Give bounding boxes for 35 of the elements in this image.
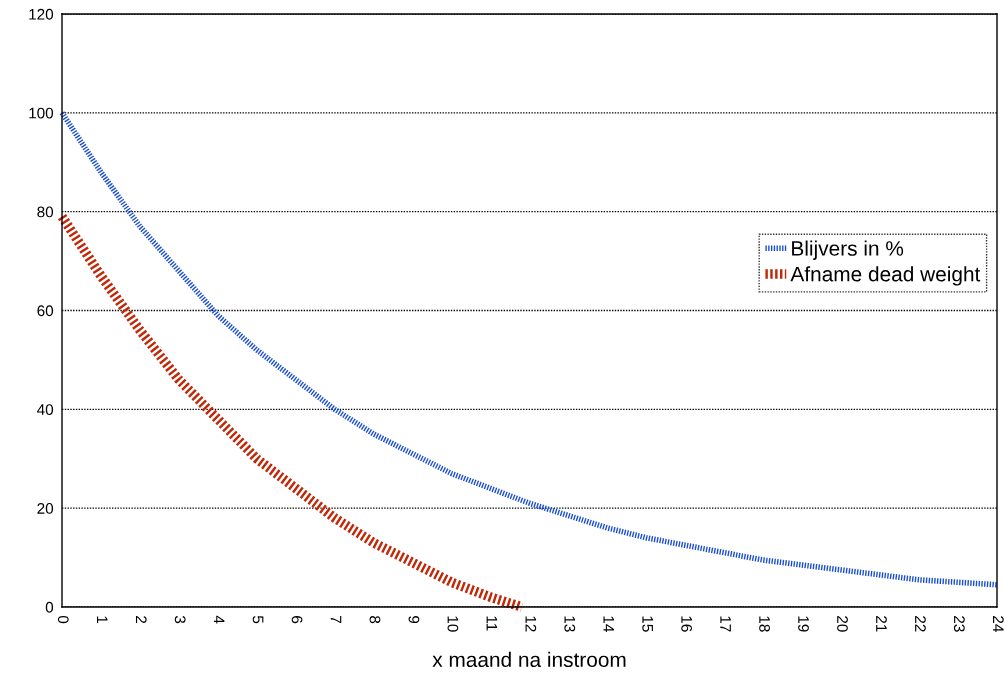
x-tick-label: 17 [720, 616, 731, 632]
x-tick-label: 4 [213, 615, 225, 624]
x-tick-label: 16 [681, 616, 693, 632]
x-tick-label: 22 [915, 616, 926, 632]
legend-label: Afname dead weight [790, 266, 981, 286]
x-tick-label: 2 [135, 616, 147, 624]
y-tick-label: 80 [37, 206, 54, 218]
x-tick-label: 14 [603, 616, 614, 632]
y-tick-label: 120 [29, 8, 54, 20]
x-tick-label: 21 [876, 616, 887, 632]
x-tick-label: 20 [837, 616, 848, 632]
x-tick-label: 11 [486, 616, 498, 631]
x-tick-label: 12 [525, 616, 537, 632]
x-tick-label: 3 [174, 615, 186, 624]
x-tick-label: 1 [97, 616, 108, 624]
x-tick-label: 0 [57, 615, 69, 624]
x-tick-label: 18 [759, 616, 770, 632]
x-tick-label: 8 [369, 616, 381, 624]
y-tick-label: 60 [37, 305, 54, 317]
x-tick-label: 10 [447, 616, 459, 632]
x-tick-label: 13 [564, 616, 576, 632]
x-axis-title: x maand na instroom [432, 651, 626, 668]
y-tick-label: 0 [45, 601, 54, 613]
x-tick-label: 5 [252, 615, 264, 624]
y-tick-label: 40 [37, 404, 54, 416]
x-tick-label: 23 [953, 616, 965, 632]
x-tick-label: 24 [993, 616, 1004, 632]
x-tick-label: 15 [642, 616, 653, 632]
legend-label: Blijvers in % [792, 240, 904, 260]
y-tick-label: 100 [29, 107, 54, 119]
y-tick-label: 20 [37, 503, 54, 514]
x-tick-label: 7 [330, 616, 342, 624]
x-tick-label: 19 [798, 616, 809, 632]
x-tick-label: 9 [408, 616, 420, 624]
x-tick-label: 6 [291, 616, 303, 624]
